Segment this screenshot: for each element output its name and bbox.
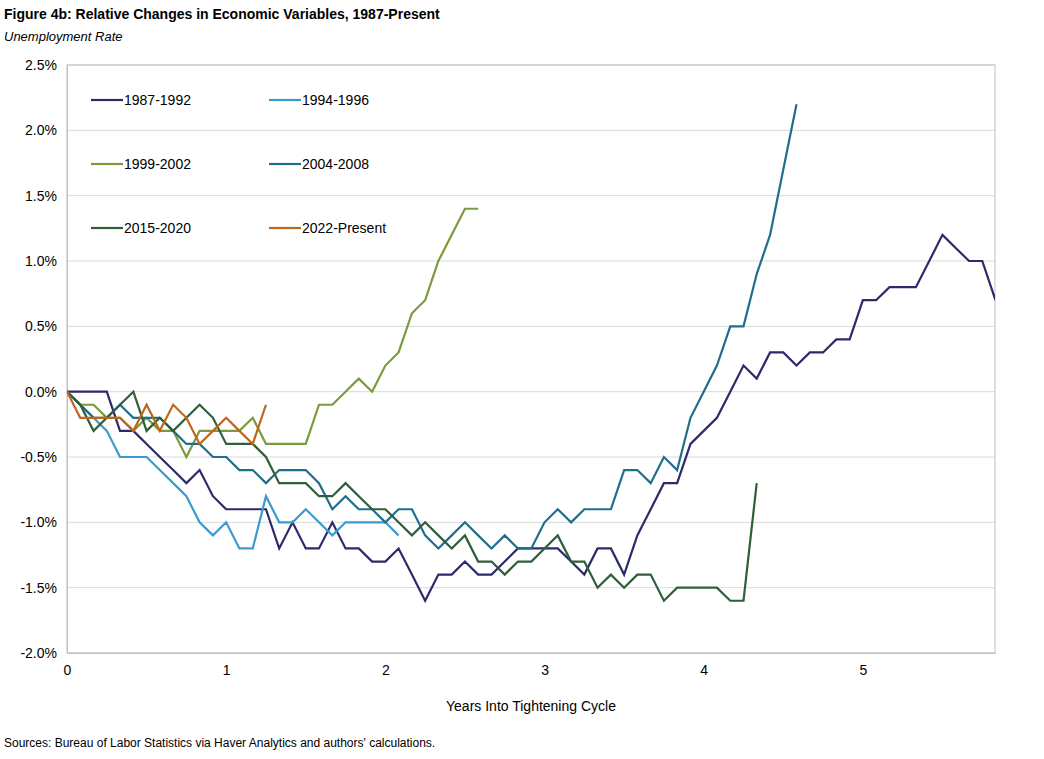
y-tick-label: -1.0%: [20, 514, 57, 530]
legend-label: 2004-2008: [302, 156, 369, 172]
legend-label: 2015-2020: [124, 220, 191, 236]
y-tick: -1.5%: [20, 580, 67, 596]
legend-swatch: [269, 163, 301, 165]
legend-swatch: [269, 227, 301, 229]
x-tick: 4: [700, 653, 708, 678]
grid-line: [67, 130, 995, 131]
x-tick-label: 1: [223, 662, 231, 678]
grid-line: [67, 522, 995, 523]
x-tick: 1: [223, 653, 231, 678]
y-tick: 1.5%: [25, 188, 67, 204]
y-tick-label: 2.0%: [25, 122, 57, 138]
y-axis-line: [67, 66, 68, 654]
y-tick-label: 1.5%: [25, 188, 57, 204]
series-line: [67, 392, 757, 601]
series-line: [67, 209, 478, 457]
x-tick: 2: [382, 653, 390, 678]
title: Figure 4b: Relative Changes in Economic …: [4, 6, 440, 22]
series-line: [67, 392, 266, 444]
legend: 1987-1992 1994-1996 1999-2002 2004-2008 2015…: [91, 92, 386, 236]
y-tick: 0.5%: [25, 318, 67, 334]
legend-item: 1994-1996: [269, 92, 369, 108]
y-tick-label: -2.0%: [20, 645, 57, 661]
x-tick-label: 3: [541, 662, 549, 678]
y-tick: 0.0%: [25, 384, 67, 400]
grid-line: [67, 261, 995, 262]
y-tick-label: 0.0%: [25, 384, 57, 400]
x-axis: 0 1 2 3 4 5: [64, 653, 996, 678]
legend-swatch: [91, 227, 123, 229]
y-tick: 2.0%: [25, 122, 67, 138]
series-line: [67, 235, 995, 601]
legend-item: 1987-1992: [91, 92, 191, 108]
x-tick: 5: [859, 653, 867, 678]
x-tick: 3: [541, 653, 549, 678]
grid-line: [67, 391, 995, 392]
y-tick-label: 2.5%: [25, 57, 57, 73]
source: Sources: Bureau of Labor Statistics via …: [4, 736, 435, 750]
x-tick: 0: [64, 653, 72, 678]
legend-swatch: [91, 99, 123, 101]
legend-swatch: [91, 163, 123, 165]
legend-label: 1999-2002: [124, 156, 191, 172]
y-tick-label: -1.5%: [20, 580, 57, 596]
x-axis-line: [68, 653, 996, 654]
series-line: [67, 104, 797, 548]
chart-svg: Figure 4b: Relative Changes in Economic …: [0, 0, 1044, 759]
subtitle: Unemployment Rate: [4, 29, 123, 44]
y-tick: 1.0%: [25, 253, 67, 269]
series-lines: [67, 104, 995, 601]
grid: [67, 65, 995, 653]
y-tick: -2.0%: [20, 645, 67, 661]
x-axis-title: Years Into Tightening Cycle: [446, 698, 616, 714]
legend-item: 2004-2008: [269, 156, 369, 172]
series-line: [67, 392, 399, 549]
x-tick-label: 0: [64, 662, 72, 678]
grid-line: [67, 587, 995, 588]
y-tick: -0.5%: [20, 449, 67, 465]
legend-swatch: [269, 99, 301, 101]
y-tick-label: 0.5%: [25, 318, 57, 334]
plot-frame: [67, 65, 995, 653]
legend-label: 1994-1996: [302, 92, 369, 108]
legend-item: 2022-Present: [269, 220, 386, 236]
grid-line: [67, 457, 995, 458]
grid-line: [67, 326, 995, 327]
y-tick: -1.0%: [20, 514, 67, 530]
x-tick-label: 2: [382, 662, 390, 678]
x-tick-label: 5: [859, 662, 867, 678]
y-tick: 2.5%: [25, 57, 67, 73]
y-tick-label: 1.0%: [25, 253, 57, 269]
y-tick-label: -0.5%: [20, 449, 57, 465]
y-axis: -2.0% -1.5% -1.0% -0.5% 0.0% 0.5% 1.0% 1.5% 2.0%…: [20, 57, 67, 661]
grid-line: [67, 195, 995, 196]
x-tick-label: 4: [700, 662, 708, 678]
legend-item: 2015-2020: [91, 220, 191, 236]
legend-item: 1999-2002: [91, 156, 191, 172]
legend-label: 1987-1992: [124, 92, 191, 108]
legend-label: 2022-Present: [302, 220, 386, 236]
